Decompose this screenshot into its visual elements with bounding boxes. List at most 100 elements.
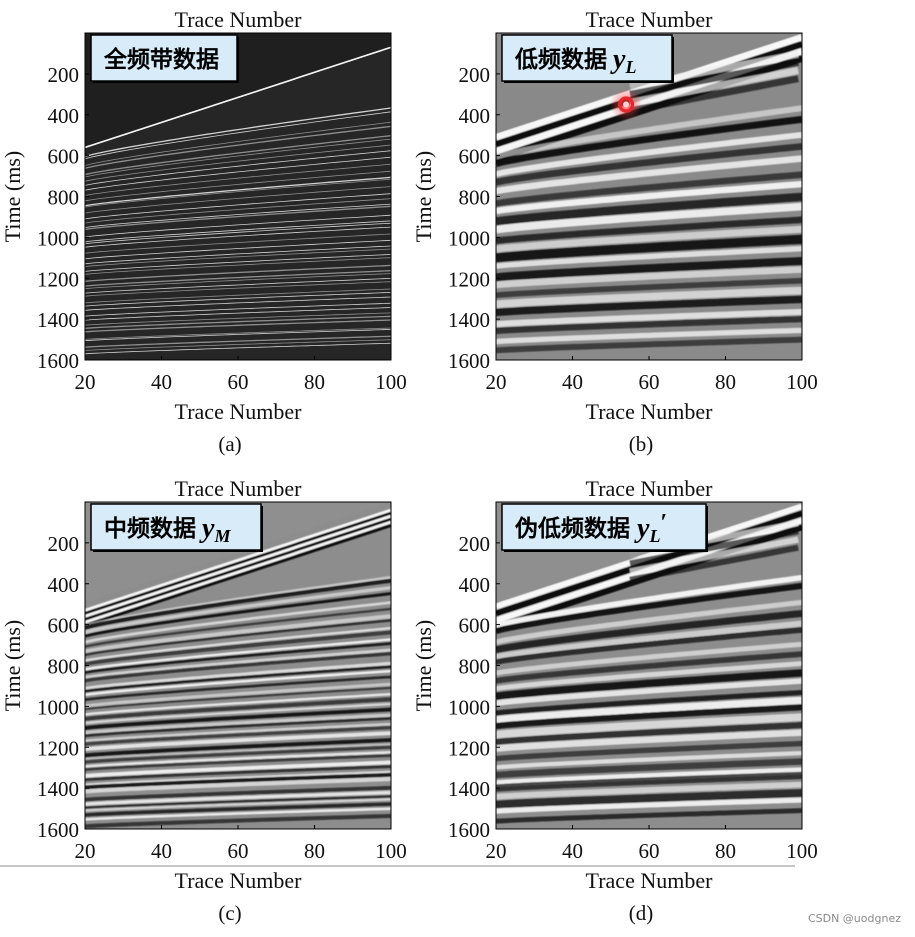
reflection-band xyxy=(496,722,802,745)
plot-area xyxy=(496,502,802,829)
reflection-event xyxy=(85,214,391,238)
reflection-band xyxy=(496,225,802,253)
reflection-event xyxy=(85,111,391,160)
reflection-band xyxy=(85,725,391,746)
reflection-event xyxy=(85,156,391,191)
reflection-band xyxy=(85,753,391,772)
reflection-event xyxy=(85,312,391,326)
panel-caption: (d) xyxy=(629,901,654,925)
annotation-math: yL xyxy=(610,44,636,77)
first-arrival-band xyxy=(85,511,391,616)
reflection-band xyxy=(85,731,391,752)
first-arrival-band xyxy=(85,520,391,625)
annotation-text: 伪低频数据 xyxy=(514,516,630,542)
reflection-event xyxy=(85,163,391,196)
reflection-band xyxy=(85,661,391,691)
reflection-event xyxy=(85,233,391,254)
refraction-band xyxy=(629,528,799,567)
reflection-event xyxy=(85,203,391,228)
reflection-band xyxy=(85,669,391,697)
panel-4: 20 40 60 80 100 200 400 600 800 1000 1200 1400 1600 T… xyxy=(411,476,818,925)
y-tick-label: 1000 xyxy=(448,695,490,719)
y-tick-label: 1400 xyxy=(448,777,490,801)
reflection-event xyxy=(85,186,391,214)
reflection-band xyxy=(85,750,391,768)
reflection-event xyxy=(85,144,391,182)
reflection-band xyxy=(85,630,391,666)
reflection-band xyxy=(496,641,802,676)
x-tick-label: 80 xyxy=(715,839,736,863)
reflection-band xyxy=(496,696,802,724)
reflection-band xyxy=(85,702,391,725)
x-tick-label: 100 xyxy=(786,839,818,863)
reflection-band xyxy=(85,697,391,721)
panel-1: 20 40 60 80 100 200 400 600 800 1000 1200 1400 1600 T… xyxy=(0,7,407,456)
reflection-band xyxy=(85,814,391,829)
panel-caption: (a) xyxy=(218,432,241,456)
reflection-event xyxy=(85,248,391,267)
reflection-event xyxy=(85,239,391,260)
reflection-band xyxy=(496,257,802,282)
reflection-event xyxy=(85,125,391,169)
x-tick-label: 20 xyxy=(486,370,507,394)
reflection-event xyxy=(85,178,391,208)
reflection-band xyxy=(496,277,802,299)
reflection-band xyxy=(496,610,802,654)
reflection-event xyxy=(85,107,391,158)
reflection-event xyxy=(85,302,391,317)
x-tick-label: 40 xyxy=(562,370,583,394)
reflection-band xyxy=(85,686,391,711)
x-tick-label: 80 xyxy=(304,370,325,394)
y-tick-label: 1400 xyxy=(448,308,490,332)
reflection-event xyxy=(85,220,391,243)
reflection-event xyxy=(85,222,391,245)
y-tick-label: 800 xyxy=(48,186,80,210)
x-tick-label: 100 xyxy=(375,839,407,863)
y-tick-label: 400 xyxy=(459,573,491,597)
reflection-band xyxy=(496,115,802,168)
reflection-band xyxy=(85,716,391,738)
reflection-band xyxy=(85,713,391,735)
reflection-band xyxy=(85,764,391,782)
marker-center xyxy=(623,101,630,108)
x-tick-label: 80 xyxy=(715,370,736,394)
y-tick-label: 400 xyxy=(459,104,491,128)
x-tick-label: 40 xyxy=(151,370,172,394)
reflection-band xyxy=(85,675,391,702)
y-tick-label: 1600 xyxy=(448,349,490,373)
reflection-band xyxy=(85,626,391,662)
reflection-band xyxy=(85,638,391,671)
y-tick-label: 400 xyxy=(48,573,80,597)
reflection-event xyxy=(85,339,391,351)
reflection-event xyxy=(85,226,391,248)
annotation-text: 全频带数据 xyxy=(103,46,219,73)
reflection-band xyxy=(85,648,391,680)
reflection-band xyxy=(496,808,802,824)
reflection-band xyxy=(496,582,802,634)
reflection-band xyxy=(496,171,802,207)
reflection-event xyxy=(85,170,391,202)
reflection-event xyxy=(85,278,391,294)
reflection-band xyxy=(496,105,802,160)
y-tick-label: 600 xyxy=(48,614,80,638)
reflection-band xyxy=(85,682,391,708)
reflection-event xyxy=(85,296,391,311)
reflection-event xyxy=(85,281,391,297)
reflection-band xyxy=(85,607,391,648)
reflection-band xyxy=(85,586,391,634)
reflection-band xyxy=(496,713,802,739)
reflection-band xyxy=(496,574,802,629)
reflection-event xyxy=(85,292,391,307)
marker-ring xyxy=(617,96,635,113)
refraction-band xyxy=(629,536,799,575)
y-tick-label: 1600 xyxy=(37,818,79,842)
y-tick-label: 200 xyxy=(459,63,491,87)
panel-caption: (c) xyxy=(218,901,241,925)
reflection-band xyxy=(496,620,802,660)
reflection-band xyxy=(85,738,391,758)
reflection-band xyxy=(496,216,802,245)
y-tick-label: 800 xyxy=(48,655,80,679)
reflection-band xyxy=(496,295,802,317)
annotation-text: 低频数据 xyxy=(514,47,607,73)
